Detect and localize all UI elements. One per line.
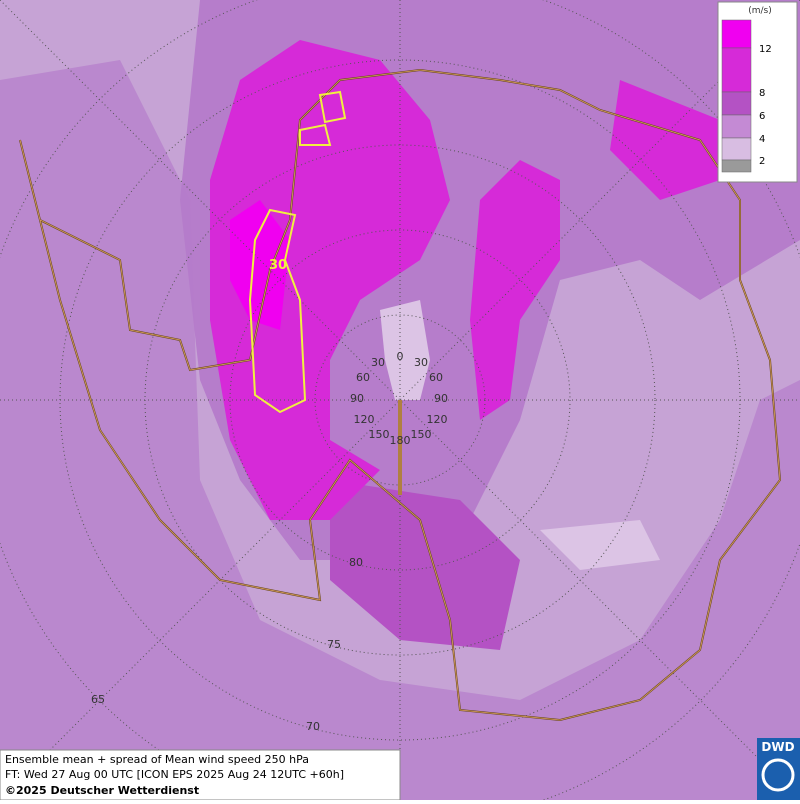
legend-unit: (m/s)	[748, 6, 772, 16]
longitude-label: 90	[350, 392, 364, 405]
longitude-label: 0	[397, 350, 404, 363]
longitude-label: 30	[371, 356, 385, 369]
legend-swatch	[721, 47, 752, 93]
footer-copyright: ©2025 Deutscher Wetterdienst	[5, 784, 199, 797]
longitude-label: 150	[369, 428, 390, 441]
longitude-label: 120	[354, 413, 375, 426]
footer-title: Ensemble mean + spread of Mean wind spee…	[5, 753, 309, 766]
footer-forecast: FT: Wed 27 Aug 00 UTC [ICON EPS 2025 Aug…	[5, 768, 344, 781]
latitude-label: 80	[349, 556, 363, 569]
longitude-label: 120	[427, 413, 448, 426]
latitude-label: 70	[306, 720, 320, 733]
footer-box	[0, 749, 401, 801]
longitude-label: 30	[414, 356, 428, 369]
longitude-label: 60	[429, 371, 443, 384]
legend-swatch	[721, 137, 752, 161]
longitude-label: 60	[356, 371, 370, 384]
latitude-label: 65	[91, 693, 105, 706]
legend-tick-label: 6	[759, 111, 765, 122]
longitude-label: 180	[390, 434, 411, 447]
legend: (m/s) 12 8 6 4 2	[717, 1, 798, 183]
legend-tick-label: 4	[759, 134, 765, 145]
legend-tick-label: 2	[759, 156, 765, 167]
longitude-label: 90	[434, 392, 448, 405]
coastline-inner	[19, 69, 781, 721]
latitude-labels: 80 75 70 65	[91, 556, 363, 733]
legend-swatch	[721, 159, 752, 173]
logo-icon	[761, 758, 795, 792]
legend-swatch	[721, 114, 752, 139]
logo-text[interactable]: DWD	[761, 740, 794, 754]
legend-tick-label: 8	[759, 88, 765, 99]
wind-contour	[248, 90, 347, 414]
contour-label: 30	[269, 258, 287, 273]
legend-swatch	[721, 19, 752, 49]
longitude-label: 150	[411, 428, 432, 441]
latitude-label: 75	[327, 638, 341, 651]
legend-tick-label: 12	[759, 44, 772, 55]
ice-shelf-marker	[398, 400, 402, 495]
legend-swatch	[721, 91, 752, 116]
